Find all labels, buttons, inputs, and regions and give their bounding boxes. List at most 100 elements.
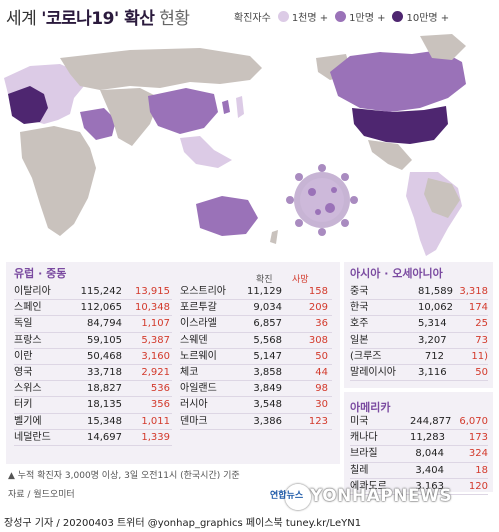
confirmed-count: 84,794 (87, 318, 122, 330)
country-name: 칠레 (350, 464, 369, 476)
europe-title: 유럽 · 중동 (14, 267, 67, 280)
legend: 확진자수 1천명 + 1만명 + 10만명 + (234, 9, 456, 24)
country-name: 미국 (350, 416, 369, 427)
confirmed-count: 5,147 (253, 350, 282, 362)
map-russia (60, 48, 262, 90)
death-count: 5,387 (141, 334, 170, 346)
death-count: 308 (308, 334, 328, 346)
death-count: 25 (475, 318, 488, 330)
table-row: 네덜란드 14,697 1,339 (14, 431, 172, 446)
confirmed-count: 3,163 (415, 480, 444, 492)
confirmed-count: 11,129 (247, 286, 282, 297)
death-count: 356 (150, 399, 170, 411)
legend-item-10k: 1만명 + (335, 9, 385, 24)
confirmed-count: 5,568 (253, 334, 282, 346)
country-name: 스웨덴 (180, 334, 208, 346)
country-name: 벨기에 (14, 415, 42, 427)
table-row: 체코 3,858 44 (180, 366, 332, 382)
country-name: 네덜란드 (14, 431, 51, 443)
death-count: 98 (315, 383, 328, 395)
table-row: 스위스 18,827 536 (14, 382, 172, 398)
confirmed-count: 50,468 (87, 350, 122, 362)
map-south-asia (100, 88, 160, 146)
confirmed-count: 10,062 (418, 302, 453, 314)
table-row: 독일 84,794 1,107 (14, 317, 172, 333)
table-row: 에콰도르 3,163 120 (350, 480, 488, 495)
legend-text-1k: 1천명 + (291, 13, 329, 24)
legend-swatch-1k (277, 11, 289, 22)
america-title: 아메리카 (350, 401, 391, 414)
country-name: 중국 (350, 286, 369, 297)
death-count: 30 (315, 399, 328, 411)
country-name: 덴마크 (180, 415, 208, 427)
footnote: ▲ 누적 확진자 3,000명 이상, 3일 오전11시 (한국시간) 기준 (8, 471, 240, 481)
death-count: 123 (308, 415, 328, 427)
europe-header-confirmed: 확진 (256, 275, 273, 285)
death-count: 158 (308, 286, 328, 297)
death-count: 1,011 (141, 415, 170, 427)
country-name: 체코 (180, 367, 199, 378)
confirmed-count: 3,548 (253, 399, 282, 411)
map-nz (270, 230, 278, 244)
country-name: 독일 (14, 318, 33, 330)
death-count: 73 (475, 334, 488, 346)
legend-swatch-100k (392, 11, 404, 22)
country-name: 말레이시아 (350, 367, 396, 378)
table-row: 터키 18,135 356 (14, 398, 172, 414)
table-row: (크루즈 712 11) (350, 350, 488, 365)
table-row: 포르투갈 9,034 209 (180, 301, 332, 317)
virus-illustration (286, 164, 358, 236)
map-mexico (368, 140, 412, 170)
source: 자료 / 월드오미터 (8, 490, 75, 500)
confirmed-count: 115,242 (80, 286, 122, 297)
death-count: 120 (468, 480, 488, 492)
legend-text-100k: 10만명 + (406, 13, 450, 24)
asia-title: 아시아 · 오세아니아 (350, 267, 443, 280)
confirmed-count: 3,207 (418, 334, 447, 346)
legend-label: 확진자수 (234, 13, 271, 24)
map-middle-east (80, 108, 116, 140)
death-count: 13,915 (135, 286, 170, 297)
death-count: 36 (315, 318, 328, 330)
confirmed-count: 3,858 (253, 367, 282, 378)
country-name: 노르웨이 (180, 350, 217, 362)
country-name: 한국 (350, 302, 369, 314)
confirmed-count: 33,718 (87, 367, 122, 378)
map-western-europe (8, 86, 48, 124)
death-count: 6,070 (459, 416, 488, 427)
legend-text-10k: 1만명 + (349, 13, 386, 24)
confirmed-count: 8,044 (415, 448, 444, 460)
death-count: 1,339 (141, 431, 170, 443)
country-name: 이탈리아 (14, 286, 51, 297)
table-row: 호주 5,314 25 (350, 317, 488, 333)
country-name: 스위스 (14, 383, 42, 395)
map-korea (222, 100, 230, 114)
death-count: 173 (468, 432, 488, 444)
country-name: 캐나다 (350, 432, 378, 444)
table-row: 칠레 3,404 18 (350, 464, 488, 479)
confirmed-count: 15,348 (87, 415, 122, 427)
confirmed-count: 5,314 (418, 318, 447, 330)
confirmed-count: 14,697 (87, 431, 122, 443)
country-name: 이란 (14, 350, 33, 362)
asia-panel (344, 262, 493, 388)
country-name: 포르투갈 (180, 302, 217, 314)
death-count: 209 (308, 302, 328, 314)
confirmed-count: 3,386 (253, 415, 282, 427)
table-row: 캐나다 11,283 173 (350, 431, 488, 447)
watermark: YONHAPNEWS (310, 486, 453, 506)
confirmed-count: 11,283 (410, 432, 445, 444)
death-count: 18 (475, 464, 488, 476)
america-panel (344, 392, 493, 492)
page-title: 세계 '코로나19' 확산 현황 (6, 4, 190, 29)
legend-item-100k: 10만명 + (392, 9, 449, 24)
legend-item-1k: 1천명 + (277, 9, 329, 24)
death-count: 1,107 (141, 318, 170, 330)
table-row: 중국 81,589 3,318 (350, 285, 488, 301)
country-name: 터키 (14, 399, 33, 411)
death-count: 536 (150, 383, 170, 395)
table-row: 오스트리아 11,129 158 (180, 285, 332, 301)
map-japan (236, 96, 244, 118)
table-row: 벨기에 15,348 1,011 (14, 415, 172, 430)
country-name: 스페인 (14, 302, 42, 314)
